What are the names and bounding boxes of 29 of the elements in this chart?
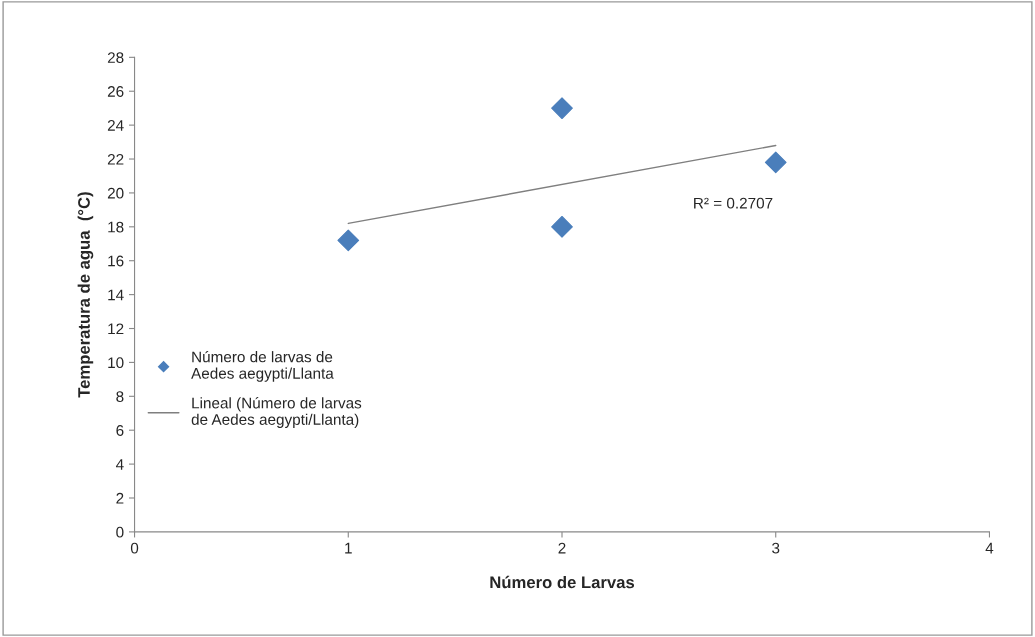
annotation: R² = 0.2707 — [694, 197, 773, 209]
y-tick-label: 2 — [116, 492, 124, 504]
y-tick-label: 6 — [116, 425, 124, 436]
x-tick-label: 3 — [772, 542, 780, 554]
y-tick-label: 14 — [108, 289, 124, 301]
x-tick-label: 4 — [985, 542, 994, 554]
x-tick-label: 0 — [130, 542, 139, 554]
y-tick-label: 18 — [108, 221, 124, 233]
y-tick-label: 10 — [108, 357, 124, 369]
y-tick-label: 4 — [115, 459, 124, 470]
y-tick-label: 0 — [116, 526, 124, 538]
y-tick-label: 22 — [107, 153, 124, 165]
y-tick-label: 24 — [107, 119, 124, 131]
legend-label: Lineal (Número de larvas de Aedes aegypti/Llanta) — [191, 397, 362, 428]
point — [551, 97, 573, 120]
y-tick-label: 8 — [116, 391, 124, 402]
x-tick-label: 1 — [345, 542, 352, 554]
y-axis-title: Temperatura de agua (°C) — [77, 192, 94, 398]
x-axis-title: Número de Larvas — [490, 575, 635, 589]
y-tick-label: 28 — [107, 52, 124, 64]
y-tick-label: 16 — [108, 255, 124, 267]
point — [551, 215, 573, 238]
y-tick-label: 26 — [107, 86, 124, 97]
point — [764, 151, 787, 174]
y-tick-label: 12 — [108, 323, 124, 335]
x-tick-label: 2 — [558, 542, 566, 554]
y-tick-label: 20 — [107, 187, 124, 199]
point — [337, 229, 360, 252]
legend-label: Número de larvas de Aedes aegypti/Llanta — [191, 350, 334, 382]
